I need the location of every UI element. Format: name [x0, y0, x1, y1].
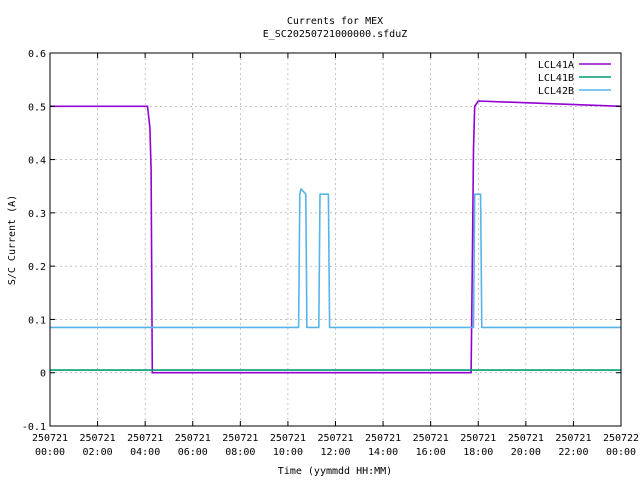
legend-label: LCL41B	[538, 73, 574, 84]
chart-title: Currents for MEX	[287, 16, 383, 27]
x-tick-label-date: 250721	[175, 433, 211, 444]
x-tick-label-date: 250721	[460, 433, 496, 444]
x-tick-label-date: 250721	[317, 433, 353, 444]
x-tick-label-time: 10:00	[273, 447, 303, 458]
x-tick-label-time: 14:00	[368, 447, 398, 458]
x-tick-label-date: 250721	[365, 433, 401, 444]
y-tick-label: -0.1	[22, 422, 46, 433]
y-tick-label: 0.6	[28, 49, 46, 60]
y-tick-label: 0	[40, 369, 46, 380]
series-lines	[50, 100, 622, 374]
x-tick-label-time: 04:00	[130, 447, 160, 458]
x-tick-label-date: 250722	[603, 433, 639, 444]
x-tick-label-date: 250721	[270, 433, 306, 444]
x-tick-label-time: 16:00	[416, 447, 446, 458]
legend-label: LCL41A	[538, 60, 574, 71]
x-tick-label-time: 18:00	[463, 447, 493, 458]
x-tick-label-time: 08:00	[225, 447, 255, 458]
x-tick-label-time: 02:00	[83, 447, 113, 458]
x-tick-label-date: 250721	[222, 433, 258, 444]
x-tick-label-date: 250721	[80, 433, 116, 444]
series-line-lcl42b	[50, 188, 621, 329]
y-tick-label: 0.5	[28, 102, 46, 113]
chart-subtitle: E_SC20250721000000.sfduZ	[263, 29, 408, 40]
x-tick-label-time: 20:00	[511, 447, 541, 458]
x-tick-label-time: 00:00	[606, 447, 636, 458]
legend-label: LCL42B	[538, 86, 574, 97]
x-tick-label-date: 250721	[127, 433, 163, 444]
x-tick-label-date: 250721	[508, 433, 544, 444]
ticks: 250721 00:00 250721 02:00 250721 04:00 250721 0…	[22, 49, 639, 458]
y-axis-label: S/C Current (A)	[7, 195, 18, 285]
x-tick-label-date: 250721	[32, 433, 68, 444]
legend: LCL41A LCL41B LCL42B	[538, 60, 611, 97]
y-tick-label: 0.2	[28, 262, 46, 273]
y-tick-label: 0.3	[28, 209, 46, 220]
x-tick-label-date: 250721	[413, 433, 449, 444]
x-tick-label-date: 250721	[555, 433, 591, 444]
y-tick-label: 0.4	[28, 156, 46, 167]
x-tick-label-time: 06:00	[178, 447, 208, 458]
y-tick-label: 0.1	[28, 315, 46, 326]
x-axis-label: Time (yymmdd HH:MM)	[278, 466, 392, 477]
x-tick-label-time: 00:00	[35, 447, 65, 458]
x-tick-label-time: 12:00	[320, 447, 350, 458]
x-tick-label-time: 22:00	[558, 447, 588, 458]
series-line-lcl41a	[50, 100, 622, 374]
